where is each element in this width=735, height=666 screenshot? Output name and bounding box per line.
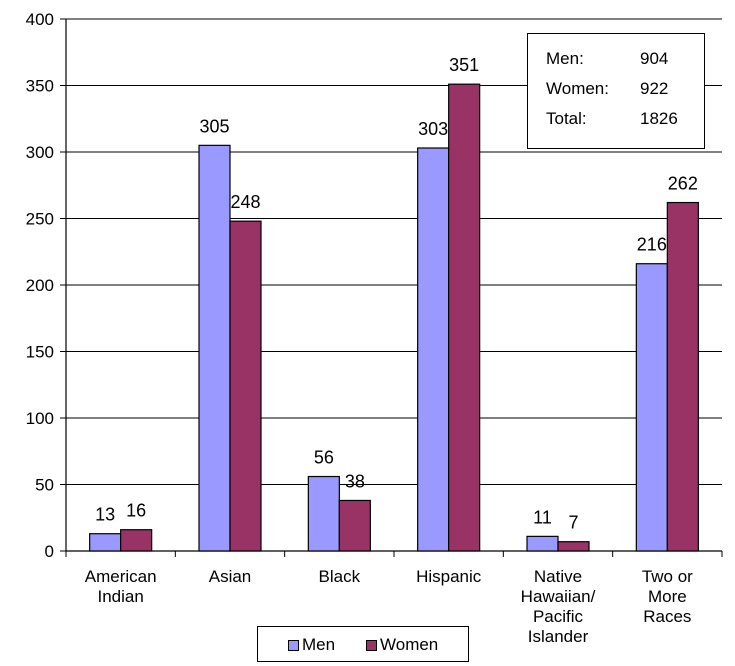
data-label: 248 (230, 192, 260, 212)
y-tick-label: 400 (26, 10, 54, 29)
data-label: 11 (533, 507, 552, 527)
x-category-label: Hawaiian/ (521, 587, 596, 606)
bar-men (89, 533, 122, 552)
x-category-label: Two or (642, 567, 693, 586)
legend-label-men: Men (302, 635, 336, 654)
data-label: 262 (668, 174, 698, 194)
bar-men (635, 263, 668, 552)
bar-women (666, 201, 699, 552)
x-category-label: Hispanic (416, 567, 482, 586)
y-tick-label: 100 (26, 409, 54, 428)
bar-women (338, 499, 371, 552)
data-label: 303 (418, 119, 448, 139)
data-label: 216 (637, 235, 667, 255)
data-label: 351 (449, 55, 479, 75)
x-category-label: Black (319, 567, 361, 586)
bar-women (229, 220, 262, 552)
bar-men (198, 144, 231, 552)
totals-value: 922 (640, 79, 669, 98)
x-category-label: Indian (98, 587, 144, 606)
data-label: 305 (199, 116, 229, 136)
bar-men (307, 475, 340, 552)
x-category-label: Asian (209, 567, 252, 586)
y-tick-label: 250 (26, 210, 54, 229)
totals-box: Men: 904 Women: 922 Total: 1826 (527, 33, 705, 149)
data-label: 13 (95, 505, 115, 525)
totals-value: 1826 (640, 109, 678, 128)
data-label: 56 (314, 448, 334, 468)
y-tick-label: 350 (26, 77, 54, 96)
legend: Men Women (257, 626, 469, 662)
x-category-label: Islander (528, 627, 589, 646)
legend-swatch-women (366, 640, 377, 651)
bar-men (417, 147, 450, 552)
x-category-label: Native (534, 567, 582, 586)
totals-label: Men: (546, 49, 584, 68)
y-tick-label: 0 (45, 542, 54, 561)
data-label: 7 (568, 513, 578, 533)
y-tick-label: 200 (26, 276, 54, 295)
totals-label: Women: (546, 79, 609, 98)
y-tick-label: 300 (26, 143, 54, 162)
bar-women (120, 529, 153, 552)
totals-label: Total: (546, 109, 587, 128)
x-category-label: American (85, 567, 157, 586)
x-category-label: Races (643, 607, 691, 626)
data-label: 38 (345, 471, 365, 491)
x-category-label: Pacific (533, 607, 584, 626)
bar-women (557, 541, 590, 552)
totals-value: 904 (640, 49, 669, 68)
y-tick-label: 50 (35, 476, 54, 495)
data-label: 16 (126, 501, 146, 521)
y-tick-label: 150 (26, 343, 54, 362)
bar-men (526, 535, 559, 552)
legend-label-women: Women (380, 635, 439, 654)
x-category-label: More (648, 587, 687, 606)
bar-women (448, 83, 481, 552)
legend-swatch-men (288, 640, 299, 651)
